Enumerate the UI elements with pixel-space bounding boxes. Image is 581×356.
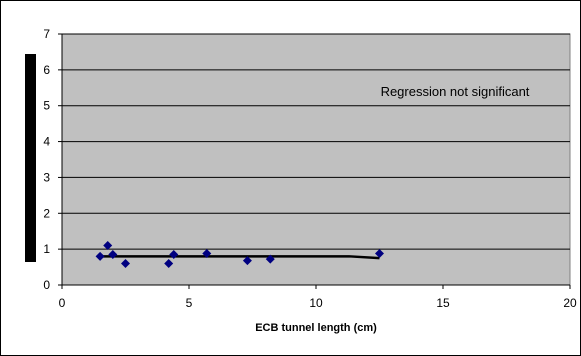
x-tick-label: 10	[309, 296, 323, 310]
y-tick-label: 3	[43, 170, 50, 184]
data-point	[242, 256, 252, 266]
data-point	[265, 254, 275, 264]
data-point	[108, 250, 118, 260]
x-tick-label: 20	[563, 296, 577, 310]
trend-line	[100, 255, 380, 260]
data-point	[95, 251, 105, 261]
y-tick-label: 2	[43, 206, 50, 220]
annotation-text: Regression not significant	[381, 84, 530, 99]
y-tick-label: 7	[43, 27, 50, 41]
x-tick-label: 15	[436, 296, 450, 310]
data-point	[375, 248, 384, 258]
y-tick-label: 6	[43, 63, 50, 77]
y-axis-black-bar	[25, 54, 36, 262]
x-axis-title: ECB tunnel length (cm)	[255, 322, 377, 334]
data-point	[164, 258, 174, 268]
data-points	[95, 241, 384, 268]
x-tick-labels: 0 5 10 15 20	[59, 285, 577, 310]
gridlines	[62, 33, 570, 250]
x-tick-label: 5	[186, 296, 193, 310]
y-tick-label: 0	[43, 278, 50, 292]
x-tick-label: 0	[59, 296, 66, 310]
data-point	[169, 250, 179, 260]
y-tick-label: 5	[43, 99, 50, 113]
y-tick-label: 1	[43, 242, 50, 256]
data-point	[103, 241, 113, 251]
y-tick-labels: 0 1 2 3 4 5 6 7	[43, 27, 62, 292]
plot-area	[61, 33, 571, 286]
y-tick-label: 4	[43, 135, 50, 149]
data-point	[202, 248, 212, 258]
data-point	[121, 258, 130, 268]
